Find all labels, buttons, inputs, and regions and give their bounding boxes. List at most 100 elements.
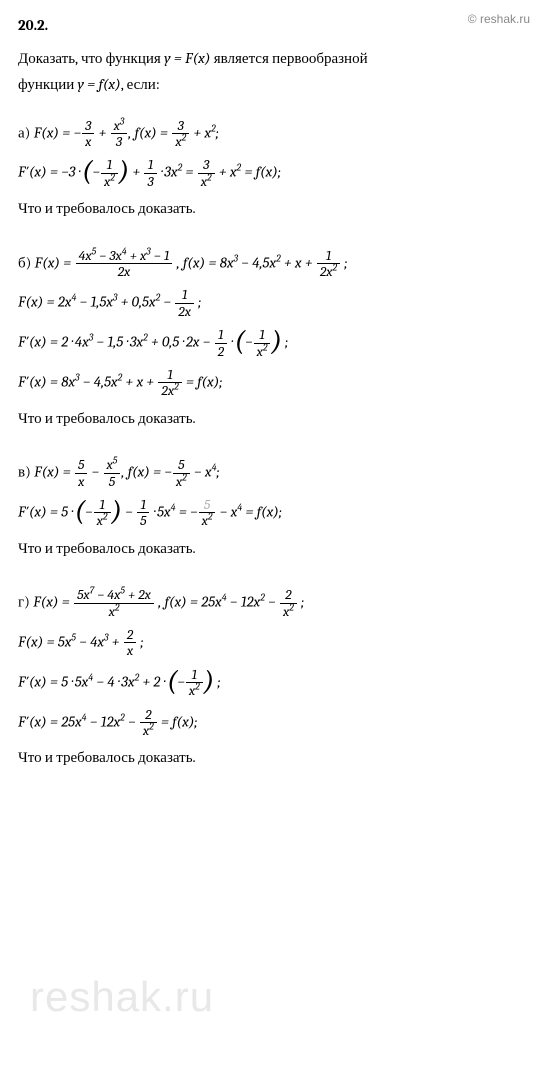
math: − 4,5x xyxy=(80,372,118,390)
math: F(x) = − xyxy=(34,123,81,141)
num: 1 xyxy=(215,327,227,343)
sup: 2 xyxy=(149,720,154,732)
math: − xyxy=(265,593,279,611)
problem-a-given: а) F(x) = −3x + x33, f(x) = 3x2 + x2; xyxy=(18,118,530,150)
fraction: 2x2 xyxy=(140,707,157,739)
sup: 2 xyxy=(263,341,268,353)
num: 3 xyxy=(82,118,94,134)
sup: 2 xyxy=(182,471,187,483)
prompt-text: , если: xyxy=(121,75,160,93)
math: , f(x) = xyxy=(128,123,171,141)
math: , f(x) = − xyxy=(121,463,172,481)
math: = f(x); xyxy=(241,163,281,181)
math: − xyxy=(85,502,93,520)
math: − 4,5x xyxy=(238,253,276,271)
math: ; xyxy=(341,253,347,271)
sup: 2 xyxy=(174,381,179,393)
formula-yf: y = f(x) xyxy=(78,75,121,93)
den: 2x2 xyxy=(158,383,181,398)
den: x2 xyxy=(199,513,216,528)
problem-g: г) F(x) = 5x7 − 4x5 + 2xx2 , f(x) = 25x4… xyxy=(18,587,530,769)
t: − 3x xyxy=(96,247,122,264)
math: F(x) = xyxy=(34,463,74,481)
num: 5 xyxy=(75,457,87,473)
math: − 12x xyxy=(87,712,121,730)
math: = f(x); xyxy=(242,502,282,520)
fraction: 12x xyxy=(175,287,194,319)
sup: 2 xyxy=(115,601,120,613)
math: + xyxy=(95,123,109,141)
den: x2 xyxy=(94,513,111,528)
math: = xyxy=(182,163,197,181)
fraction: 3x2 xyxy=(198,157,215,189)
fraction: 12x2 xyxy=(317,248,340,280)
den: x2 xyxy=(172,134,189,149)
math: − xyxy=(122,502,136,520)
fraction: 1x2 xyxy=(254,327,271,359)
fraction: x55 xyxy=(104,457,121,489)
math: − 4x xyxy=(76,632,104,650)
conclusion: Что и требовалось доказать. xyxy=(18,537,530,560)
t: 4x xyxy=(79,247,92,264)
den: x2 xyxy=(101,174,118,189)
fraction: 1x2 xyxy=(94,497,111,529)
math: − 1,5 · 3x xyxy=(93,333,143,351)
math: F′(x) = 5 · 5x xyxy=(18,672,88,690)
math: − xyxy=(160,293,174,311)
math: = − xyxy=(176,502,198,520)
math: − 4 · 3x xyxy=(93,672,134,690)
math: + 2 · xyxy=(139,672,167,690)
math: − xyxy=(177,672,185,690)
math: − xyxy=(92,163,100,181)
fraction: 1x2 xyxy=(101,157,118,189)
math: − xyxy=(88,463,102,481)
math: F′(x) = −3 · xyxy=(18,163,82,181)
t: 2x xyxy=(320,263,333,280)
prompt-line-1: Доказать, что функция y = F(x) является … xyxy=(18,47,530,70)
label-b: б) xyxy=(18,253,35,271)
den: 2x xyxy=(175,304,194,319)
problem-b-expand: F(x) = 2x4 − 1,5x3 + 0,5x2 − 12x ; xyxy=(18,287,530,319)
fraction: 4x5 − 3x4 + x3 − 12x xyxy=(76,248,173,280)
math: + xyxy=(109,632,123,650)
prompt-text: является первообразной xyxy=(210,49,367,67)
problem-b: б) F(x) = 4x5 − 3x4 + x3 − 12x , f(x) = … xyxy=(18,248,530,430)
den: 5 xyxy=(137,513,149,528)
fraction: 5x xyxy=(75,457,87,489)
math: F(x) = 5x xyxy=(18,632,71,650)
prompt-line-2: функции y = f(x), если: xyxy=(18,73,530,96)
fraction: 1x2 xyxy=(186,667,203,699)
num: 1 xyxy=(144,157,156,173)
t: + 2x xyxy=(125,586,151,603)
math: ; xyxy=(214,672,220,690)
t: 5x xyxy=(77,586,90,603)
den: 2x xyxy=(76,264,173,279)
sup: 3 xyxy=(120,115,124,127)
math: − x xyxy=(191,463,212,481)
problem-b-deriv1: F′(x) = 2 · 4x3 − 1,5 · 3x2 + 0,5 · 2x −… xyxy=(18,327,530,359)
fraction: 5x2 xyxy=(199,497,216,529)
num: x5 xyxy=(104,457,121,473)
sup: 2 xyxy=(195,681,200,693)
math: F′(x) = 2 · 4x xyxy=(18,333,89,351)
problem-a-derivative: F′(x) = −3 · (−1x2) + 13 · 3x2 = 3x2 + x… xyxy=(18,157,530,189)
fraction: 5x7 − 4x5 + 2xx2 xyxy=(74,587,154,619)
sup: 5 xyxy=(113,455,118,467)
fraction: 2x xyxy=(124,627,136,659)
prompt-text: Доказать, что функция xyxy=(18,49,164,67)
fraction: 3x2 xyxy=(172,118,189,150)
den: x xyxy=(75,474,87,489)
math: F′(x) = 5 · xyxy=(18,502,75,520)
problem-v-derivative: F′(x) = 5 · (−1x2) − 15 · 5x4 = −5x2 − x… xyxy=(18,497,530,529)
den: 2 xyxy=(215,344,227,359)
math: F(x) = 2x xyxy=(18,293,71,311)
den: x2 xyxy=(74,604,154,619)
math: − xyxy=(245,333,253,351)
math: + 0,5x xyxy=(117,293,155,311)
problem-b-deriv2: F′(x) = 8x3 − 4,5x2 + x + 12x2 = f(x); xyxy=(18,367,530,399)
t: − 1 xyxy=(151,247,170,264)
problem-v: в) F(x) = 5x − x55, f(x) = −5x2 − x4; F′… xyxy=(18,457,530,559)
sup: 2 xyxy=(110,171,115,183)
den: 2x2 xyxy=(317,264,340,279)
num: 4x5 − 3x4 + x3 − 1 xyxy=(76,248,173,264)
